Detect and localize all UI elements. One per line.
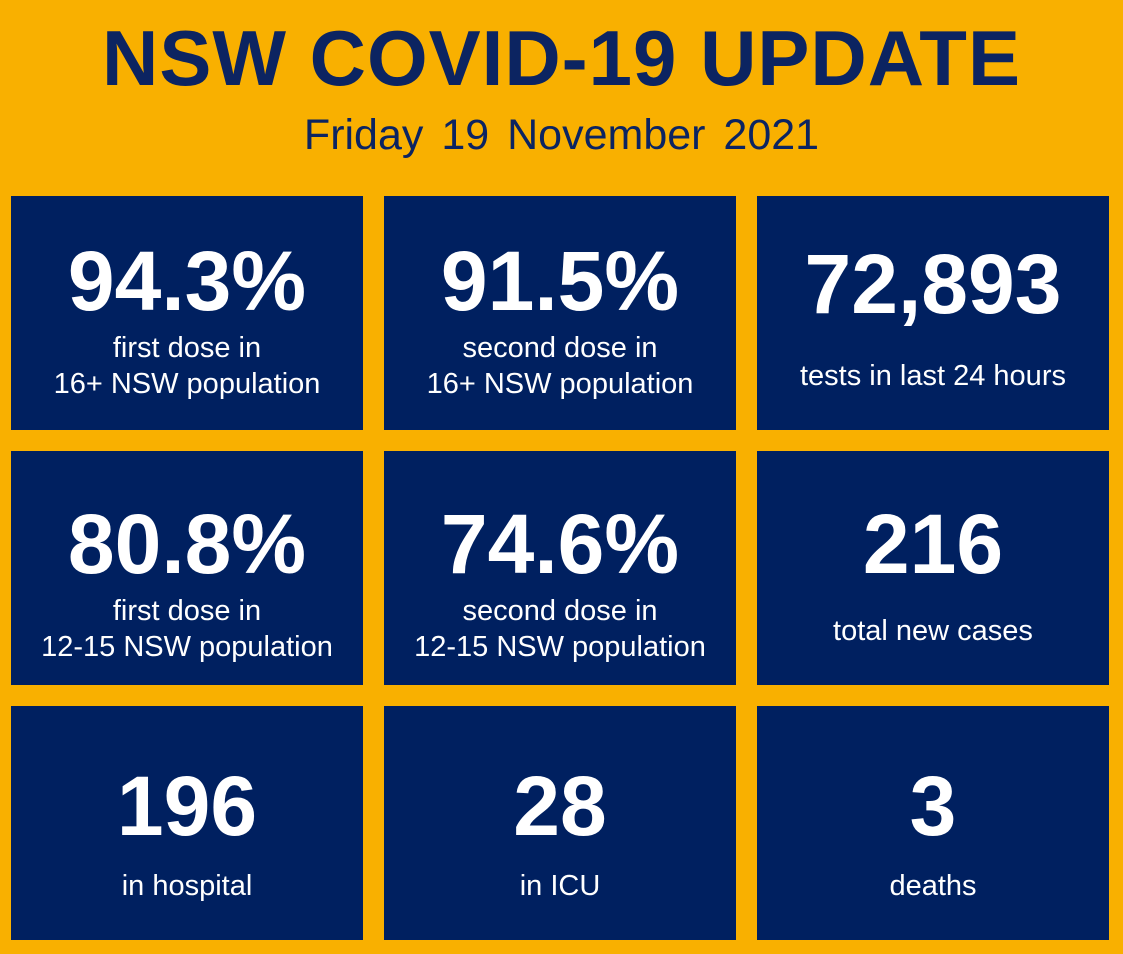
stat-label-line-1: second dose in — [462, 332, 658, 364]
stat-value: 94.3% — [67, 234, 307, 328]
stat-tile-hospital: 196 in hospital — [11, 706, 363, 940]
stat-tile-first-dose-12-15: 80.8% first dose in 12-15 NSW population — [11, 451, 363, 685]
stat-label: second dose in 12-15 NSW population — [384, 593, 736, 665]
stat-label: in ICU — [519, 870, 601, 902]
page-title: NSW COVID-19 UPDATE — [102, 14, 1021, 102]
stat-tile-new-cases: 216 total new cases — [757, 451, 1109, 685]
stat-label-line-2: 16+ NSW population — [426, 368, 694, 400]
stat-label-line-1: second dose in — [462, 595, 658, 627]
stat-value: 216 — [862, 497, 1004, 591]
stat-tile-second-dose-12-15: 74.6% second dose in 12-15 NSW populatio… — [384, 451, 736, 685]
stat-label: total new cases — [833, 615, 1033, 647]
stat-value: 80.8% — [67, 497, 307, 591]
stat-tile-second-dose-16: 91.5% second dose in 16+ NSW population — [384, 196, 736, 430]
stat-label: first dose in 12-15 NSW population — [11, 593, 363, 665]
stat-label: tests in last 24 hours — [800, 360, 1066, 392]
stat-value: 74.6% — [440, 497, 680, 591]
stat-label-line-2: 12-15 NSW population — [41, 631, 333, 663]
stat-label-line-1: first dose in — [112, 595, 262, 627]
stat-label: first dose in 16+ NSW population — [11, 330, 363, 402]
stat-label-line-2: 16+ NSW population — [53, 368, 321, 400]
stat-tile-tests: 72,893 tests in last 24 hours — [757, 196, 1109, 430]
stat-tile-deaths: 3 deaths — [757, 706, 1109, 940]
stat-label: second dose in 16+ NSW population — [384, 330, 736, 402]
update-date: Friday 19 November 2021 — [303, 111, 820, 159]
stat-tile-first-dose-16: 94.3% first dose in 16+ NSW population — [11, 196, 363, 430]
stat-value: 28 — [513, 759, 607, 853]
stat-label-line-1: first dose in — [112, 332, 262, 364]
stat-label: deaths — [889, 870, 977, 902]
stat-label-line-2: 12-15 NSW population — [414, 631, 706, 663]
stat-value: 72,893 — [804, 237, 1062, 331]
stat-value: 91.5% — [440, 234, 680, 328]
stat-value: 196 — [116, 759, 258, 853]
stat-value: 3 — [909, 759, 957, 853]
stat-tile-icu: 28 in ICU — [384, 706, 736, 940]
stat-label: in hospital — [121, 870, 253, 902]
